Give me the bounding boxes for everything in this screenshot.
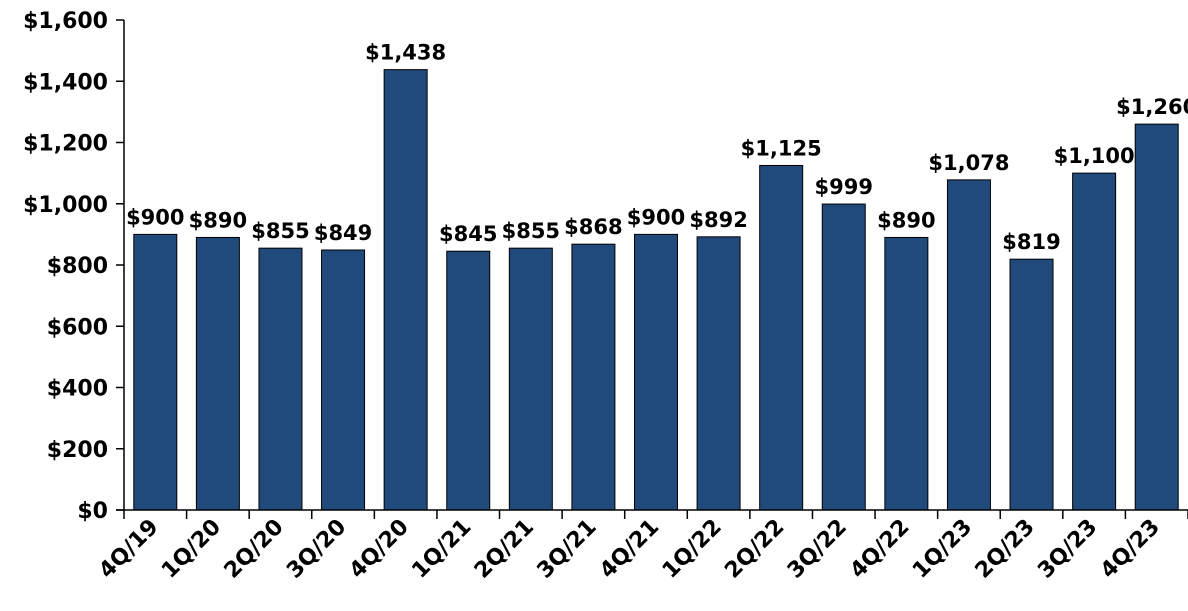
y-tick-label: $400 xyxy=(47,377,108,402)
data-label: $845 xyxy=(439,222,497,246)
y-tick-label: $0 xyxy=(77,499,108,524)
x-tick-label: 3Q/22 xyxy=(783,515,852,584)
bar xyxy=(884,236,929,511)
bar xyxy=(383,69,428,511)
bar xyxy=(195,236,240,511)
x-tick-label: 4Q/23 xyxy=(1096,515,1165,584)
x-tick-label: 3Q/23 xyxy=(1033,515,1102,584)
x-tick-label: 2Q/20 xyxy=(220,515,289,584)
data-label: $819 xyxy=(1002,230,1060,254)
bar xyxy=(821,203,866,511)
y-tick-label: $800 xyxy=(47,254,108,279)
x-tick-label: 1Q/21 xyxy=(407,515,476,584)
data-label: $900 xyxy=(126,205,184,229)
data-label: $855 xyxy=(502,219,560,243)
x-tick-label: 1Q/23 xyxy=(908,515,977,584)
x-tick-label: 2Q/22 xyxy=(720,515,789,584)
x-tick-label: 2Q/23 xyxy=(971,515,1040,584)
x-tick-label: 4Q/20 xyxy=(345,515,414,584)
x-tick-label: 3Q/20 xyxy=(282,515,351,584)
bar xyxy=(321,249,366,511)
bar xyxy=(258,247,303,511)
x-tick-label: 4Q/21 xyxy=(595,515,664,584)
y-tick-label: $1,200 xyxy=(23,132,108,157)
bar xyxy=(1134,123,1179,511)
bar xyxy=(571,243,616,511)
x-tick-label: 2Q/21 xyxy=(470,515,539,584)
bar xyxy=(1009,258,1054,511)
data-label: $999 xyxy=(815,175,873,199)
data-label: $849 xyxy=(314,221,372,245)
bar xyxy=(946,179,991,511)
data-label: $1,078 xyxy=(928,151,1009,175)
data-label: $1,100 xyxy=(1054,144,1135,168)
data-label: $892 xyxy=(689,208,747,232)
y-tick-label: $1,600 xyxy=(23,9,108,34)
data-label: $1,438 xyxy=(365,41,446,65)
data-label: $900 xyxy=(627,205,685,229)
bar xyxy=(508,247,553,511)
data-label: $855 xyxy=(251,219,309,243)
data-label: $890 xyxy=(877,208,935,232)
y-tick-label: $200 xyxy=(47,438,108,463)
x-tick-label: 1Q/22 xyxy=(658,515,727,584)
x-tick-label: 4Q/19 xyxy=(94,515,163,584)
y-tick-label: $600 xyxy=(47,315,108,340)
data-label: $890 xyxy=(189,208,247,232)
x-tick-label: 4Q/22 xyxy=(846,515,915,584)
bar xyxy=(634,233,678,511)
y-tick-label: $1,000 xyxy=(23,193,108,218)
data-label: $1,125 xyxy=(741,136,822,160)
data-label: $868 xyxy=(564,215,622,239)
x-tick-label: 1Q/20 xyxy=(157,515,226,584)
bar xyxy=(1072,172,1117,511)
data-label: $1,260 xyxy=(1116,95,1188,119)
y-tick-label: $1,400 xyxy=(23,70,108,95)
bar xyxy=(446,250,491,511)
bar xyxy=(759,164,804,511)
bar xyxy=(696,236,741,511)
bar xyxy=(133,233,178,511)
x-tick-label: 3Q/21 xyxy=(533,515,602,584)
